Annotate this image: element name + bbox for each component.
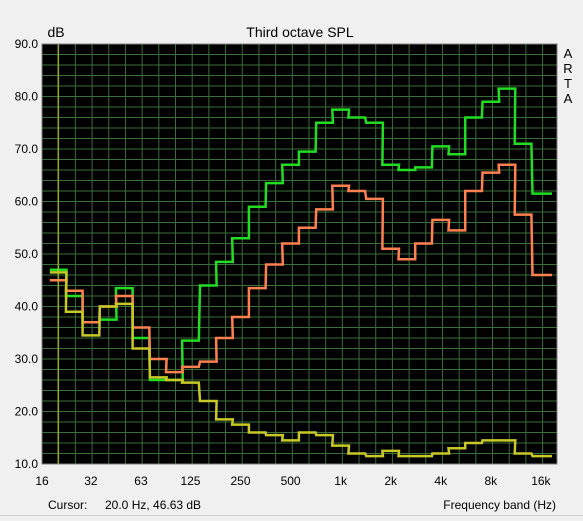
plot-frame [41, 43, 558, 465]
y-axis-label: dB [47, 24, 64, 40]
x-tick-label: 2k [384, 474, 398, 488]
y-tick-label: 60.0 [15, 195, 39, 209]
series-group [49, 87, 552, 458]
x-tick-label: 63 [134, 474, 148, 488]
chart-title: Third octave SPL [246, 24, 354, 40]
brand-letter: A [564, 91, 573, 106]
brand-letter: R [563, 61, 572, 76]
y-tick-label: 30.0 [15, 352, 39, 366]
x-tick-label: 32 [84, 474, 98, 488]
x-tick-label: 125 [180, 474, 200, 488]
cursor-label: Cursor: [48, 498, 87, 512]
y-tick-label: 40.0 [15, 300, 39, 314]
x-tick-label: 16 [35, 474, 49, 488]
series-3-line [49, 271, 552, 458]
x-tick-label: 250 [231, 474, 251, 488]
x-tick-label: 500 [281, 474, 301, 488]
x-tick-label: 1k [334, 474, 348, 488]
x-tick-label: 4k [434, 474, 448, 488]
y-tick-label: 50.0 [15, 247, 39, 261]
y-tick-label: 70.0 [15, 142, 39, 156]
brand-letter: T [564, 76, 572, 91]
x-tick-labels: 16 32 63 125 250 500 1k 2k 4k 8k 16k [35, 474, 551, 488]
y-tick-label: 10.0 [15, 457, 39, 471]
cursor-readout: 20.0 Hz, 46.63 dB [105, 498, 201, 512]
y-tick-label: 90.0 [15, 37, 39, 51]
x-axis-label: Frequency band (Hz) [443, 498, 556, 512]
grid [41, 43, 557, 465]
x-tick-label: 8k [484, 474, 498, 488]
y-tick-label: 20.0 [15, 405, 39, 419]
y-tick-labels: 10.0 20.0 30.0 40.0 50.0 60.0 70.0 80.0 90.0 [15, 37, 39, 471]
brand-letter: A [564, 46, 573, 61]
y-tick-label: 80.0 [15, 90, 39, 104]
window-bottom-divider [0, 515, 583, 516]
x-tick-label: 16k [531, 474, 551, 488]
